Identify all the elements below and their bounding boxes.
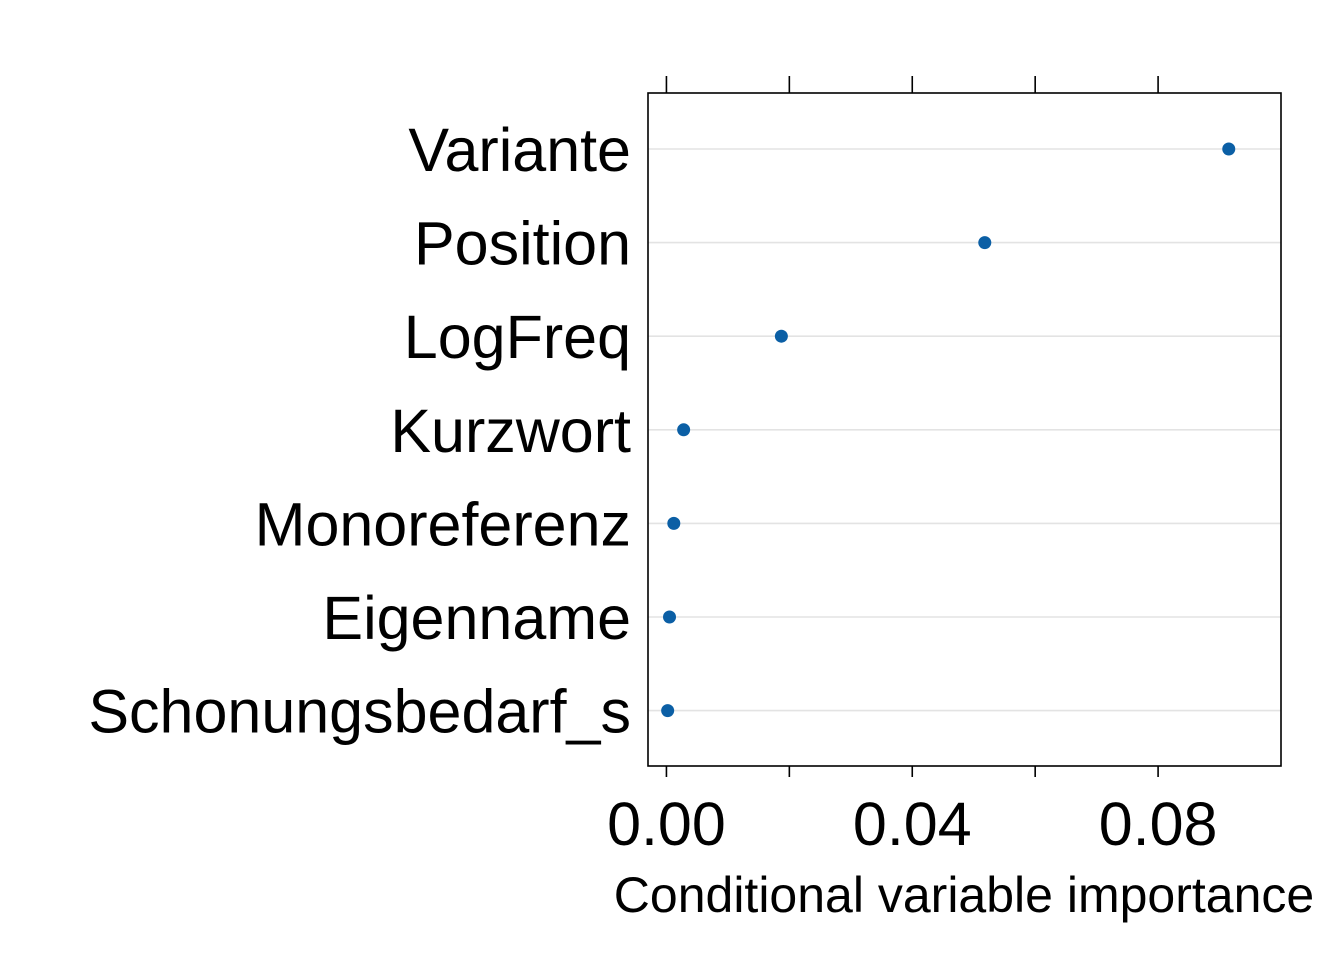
data-point xyxy=(1222,142,1236,156)
data-point xyxy=(978,236,992,250)
category-label: Position xyxy=(414,210,631,278)
data-point xyxy=(663,610,677,624)
data-point xyxy=(677,423,691,437)
x-tick-label: 0.04 xyxy=(853,790,972,858)
category-label: Schonungsbedarf_s xyxy=(88,678,631,746)
x-axis-title: Conditional variable importance xyxy=(614,867,1314,923)
data-points xyxy=(661,142,1236,718)
category-labels: Variante Position LogFreq Kurzwort Monorefer… xyxy=(88,116,631,746)
data-point xyxy=(667,516,681,530)
x-tick-label: 0.00 xyxy=(607,790,726,858)
x-tick-label: 0.08 xyxy=(1099,790,1218,858)
gridlines xyxy=(648,148,1281,712)
data-point xyxy=(661,704,675,718)
x-axis-ticks: 0.00 0.04 0.08 xyxy=(607,76,1217,858)
category-label: Variante xyxy=(408,116,631,184)
category-label: Kurzwort xyxy=(390,397,631,465)
plot-frame xyxy=(647,92,1282,767)
category-label: Eigenname xyxy=(322,584,631,652)
category-label: Monoreferenz xyxy=(255,490,631,558)
category-label: LogFreq xyxy=(404,303,631,371)
data-point xyxy=(774,329,788,343)
